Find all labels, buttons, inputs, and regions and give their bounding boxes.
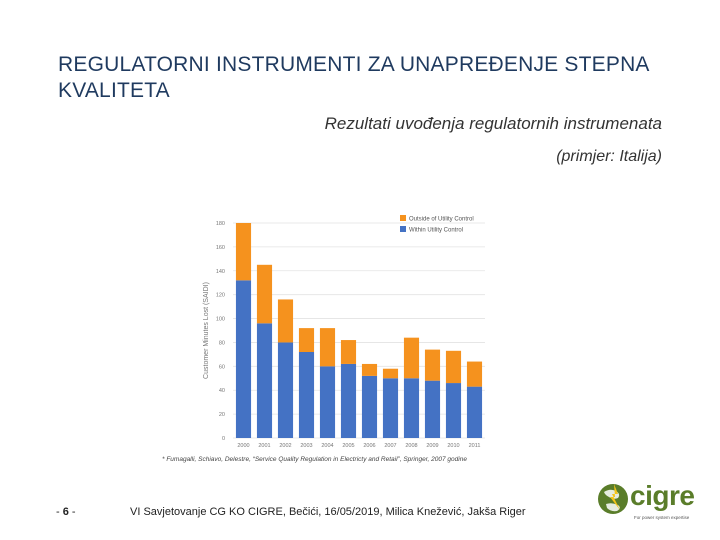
globe-icon [598, 484, 628, 514]
x-tick-label: 2002 [279, 443, 291, 449]
bar-outside-2008 [403, 337, 420, 379]
y-tick-label: 80 [219, 340, 225, 346]
bar-within-2001 [256, 323, 273, 438]
bar-within-2010 [445, 383, 462, 438]
bar-within-2000 [235, 280, 252, 438]
x-tick-label: 2010 [447, 443, 459, 449]
subtitle: Rezultati uvođenja regulatornih instrume… [324, 114, 662, 133]
bar-outside-2006 [361, 363, 378, 376]
source-citation: * Fumagalli, Schiavo, Delestre, “Service… [162, 456, 467, 463]
legend-swatch-within [400, 226, 406, 232]
bar-within-2006 [361, 375, 378, 438]
footer-text: VI Savjetovanje CG KO CIGRE, Bečići, 16/… [130, 506, 526, 518]
legend-label-within: Within Utility Control [409, 228, 463, 234]
bar-within-2005 [340, 363, 357, 438]
bar-within-2007 [382, 378, 399, 438]
logo-wordmark: cigre [630, 480, 695, 511]
page-number-value: 6 [62, 506, 69, 518]
y-tick-label: 40 [219, 388, 225, 394]
y-tick-label: 20 [219, 412, 225, 418]
x-tick-label: 2005 [342, 443, 354, 449]
bar-outside-2009 [424, 349, 441, 381]
bar-within-2008 [403, 378, 420, 438]
x-tick-label: 2006 [363, 443, 375, 449]
x-tick-label: 2001 [258, 443, 270, 449]
y-tick-label: 120 [216, 293, 225, 299]
y-tick-label: 140 [216, 269, 225, 275]
y-axis-label: Customer Minutes Lost (SAIDI) [203, 282, 210, 379]
x-tick-label: 2007 [384, 443, 396, 449]
page-number: - 6 - [56, 506, 76, 518]
logo-tagline: For power system expertise [634, 515, 690, 520]
x-tick-label: 2011 [469, 443, 481, 449]
x-tick-label: 2008 [405, 443, 417, 449]
legend-swatch-outside [400, 215, 406, 221]
bar-within-2004 [319, 366, 336, 438]
bar-within-2009 [424, 380, 441, 438]
bar-outside-2003 [298, 328, 315, 352]
y-tick-label: 160 [216, 245, 225, 251]
bar-outside-2007 [382, 368, 399, 379]
footer: - 6 - VI Savjetovanje CG KO CIGRE, Bečić… [0, 506, 720, 526]
x-tick-label: 2000 [237, 443, 249, 449]
y-tick-label: 60 [219, 364, 225, 370]
cigre-logo: cigre For power system expertise [594, 478, 700, 526]
bar-within-2002 [277, 342, 294, 438]
bar-within-2003 [298, 352, 315, 438]
saidi-chart: 0 20 40 60 80 100 120 140 160 180 Customer Minutes… [203, 215, 485, 449]
bar-outside-2002 [277, 299, 294, 343]
y-tick-label: 0 [222, 436, 225, 442]
y-tick-label: 100 [216, 317, 225, 323]
x-tick-label: 2003 [300, 443, 312, 449]
bar-outside-2001 [256, 264, 273, 324]
x-tick-label: 2009 [426, 443, 438, 449]
page-prefix: - [56, 506, 63, 518]
subtitle-example: (primjer: Italija) [556, 148, 662, 165]
bar-outside-2005 [340, 340, 357, 364]
bar-outside-2011 [466, 361, 483, 387]
bar-outside-2000 [235, 223, 252, 281]
x-tick-label: 2004 [321, 443, 333, 449]
page-suffix: - [68, 506, 76, 518]
bar-outside-2010 [445, 350, 462, 384]
y-tick-label: 180 [216, 221, 225, 227]
legend-label-outside: Outside of Utility Control [409, 217, 474, 223]
page-title: REGULATORNI INSTRUMENTI ZA UNAPREĐENJE S… [58, 53, 649, 102]
bar-outside-2004 [319, 328, 336, 367]
bar-within-2011 [466, 386, 483, 438]
